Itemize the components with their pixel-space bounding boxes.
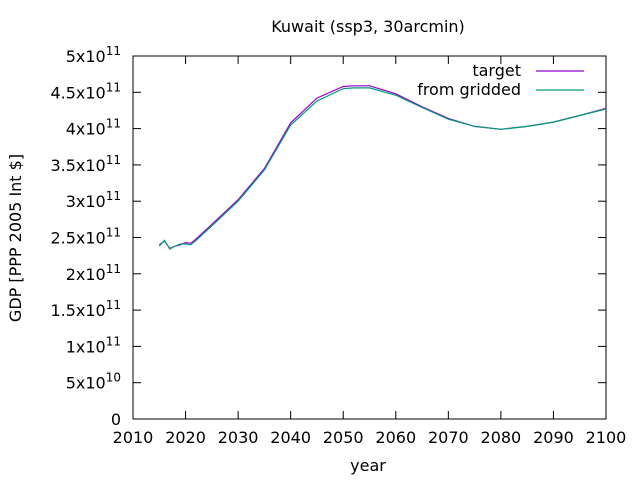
y-tick-exponent: 11: [106, 262, 121, 276]
y-tick-label: 5x1011: [66, 44, 121, 66]
series-line-target: [158, 85, 607, 250]
y-tick-exponent: 11: [106, 117, 121, 131]
y-tick-label: 1.5x1011: [50, 298, 121, 320]
x-tick-label: 2050: [323, 428, 364, 447]
x-tick-label: 2060: [375, 428, 416, 447]
y-tick-mantissa: 5x10: [66, 47, 106, 66]
y-tick-mantissa: 5x10: [66, 374, 106, 393]
y-tick-mantissa: 3.5x10: [50, 156, 105, 175]
y-tick-exponent: 11: [106, 44, 121, 58]
series-lines: [158, 85, 607, 250]
y-tick-label: 2.5x1011: [50, 226, 121, 248]
x-tick-label: 2010: [113, 428, 154, 447]
y-tick-label: 3.5x1011: [50, 153, 121, 175]
legend-label-target: target: [472, 61, 521, 80]
y-tick-mantissa: 3x10: [66, 192, 106, 211]
y-tick-exponent: 11: [106, 153, 121, 167]
y-tick-label: 2x1011: [66, 262, 121, 284]
chart-title: Kuwait (ssp3, 30arcmin): [271, 17, 465, 36]
y-tick-label: 3x1011: [66, 189, 121, 211]
y-tick-label: 5x1010: [66, 371, 121, 393]
y-axis-label: GDP [PPP 2005 Int $]: [6, 154, 25, 322]
y-tick-label: 4x1011: [66, 117, 121, 139]
y-tick-label: 1x1011: [66, 334, 121, 356]
y-tick-exponent: 11: [106, 226, 121, 240]
axis-ticks: 2010 2020 2030 2040 2050 2060 2070 2080 2090 2100…: [50, 44, 626, 447]
y-tick-mantissa: 1x10: [66, 337, 106, 356]
y-tick-mantissa: 2x10: [66, 265, 106, 284]
y-tick-exponent: 11: [106, 80, 121, 94]
y-tick-mantissa: 0: [111, 410, 121, 429]
y-tick-mantissa: 1.5x10: [50, 301, 105, 320]
x-tick-label: 2100: [586, 428, 627, 447]
plot-frame: [132, 55, 607, 420]
x-tick-label: 2040: [270, 428, 311, 447]
y-tick-mantissa: 2.5x10: [50, 229, 105, 248]
x-tick-label: 2030: [218, 428, 259, 447]
y-tick-label: 0: [111, 410, 121, 429]
y-tick-label: 4.5x1011: [50, 80, 121, 102]
x-tick-label: 2080: [481, 428, 522, 447]
x-tick-label: 2020: [165, 428, 206, 447]
x-tick-label: 2090: [533, 428, 574, 447]
x-axis-label: year: [350, 456, 386, 475]
series-line-from-gridded: [158, 87, 607, 250]
y-tick-exponent: 10: [106, 371, 121, 385]
x-tick-label: 2070: [428, 428, 469, 447]
legend-label-from-gridded: from gridded: [417, 80, 521, 99]
y-tick-mantissa: 4x10: [66, 120, 106, 139]
legend: target from gridded: [417, 61, 584, 99]
y-tick-exponent: 11: [106, 189, 121, 203]
y-tick-mantissa: 4.5x10: [50, 83, 105, 102]
y-tick-exponent: 11: [106, 298, 121, 312]
y-tick-exponent: 11: [106, 334, 121, 348]
